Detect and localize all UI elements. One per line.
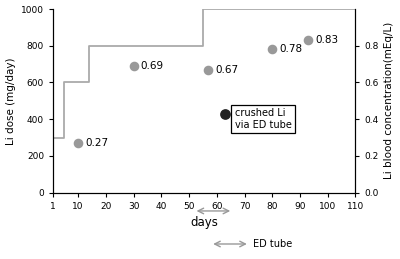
Point	[269, 47, 276, 52]
X-axis label: days: days	[190, 216, 218, 229]
Point	[130, 64, 137, 68]
Y-axis label: Li dose (mg/day): Li dose (mg/day)	[6, 57, 16, 145]
Text: 0.78: 0.78	[279, 45, 302, 54]
Point	[75, 141, 81, 145]
Point	[305, 38, 312, 42]
Point	[222, 112, 228, 116]
Y-axis label: Li blood concentration(mEq/L): Li blood concentration(mEq/L)	[384, 22, 394, 179]
Text: crushed Li
via ED tube: crushed Li via ED tube	[234, 108, 292, 130]
Text: 0.69: 0.69	[140, 61, 164, 71]
Text: ED tube: ED tube	[253, 239, 292, 249]
Text: 0.27: 0.27	[85, 138, 108, 148]
Text: 0.83: 0.83	[315, 35, 338, 45]
Text: 0.67: 0.67	[216, 65, 238, 75]
Point	[205, 68, 212, 72]
Text: 0.43: 0.43	[232, 109, 258, 119]
